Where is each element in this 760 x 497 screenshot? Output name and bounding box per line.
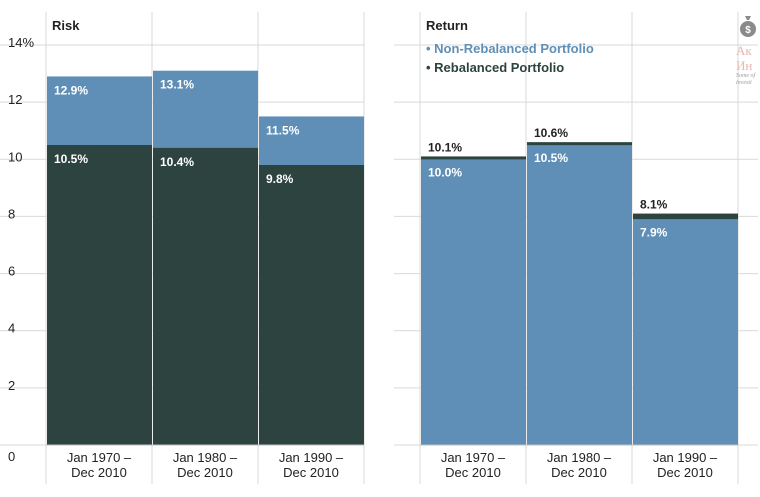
bar-rebalanced [421, 156, 526, 160]
svg-text:$: $ [745, 25, 751, 36]
chart-title: Risk [52, 18, 80, 33]
legend-item-rebalanced: • Rebalanced Portfolio [426, 60, 564, 75]
data-label-rebalanced: 10.5% [54, 152, 88, 166]
data-label-non-rebalanced: 7.9% [640, 225, 668, 239]
category-label: Jan 1980 – [547, 450, 612, 465]
watermark-sub-2: investi [736, 80, 752, 84]
bar-rebalanced [259, 165, 364, 445]
category-label: Dec 2010 [657, 465, 713, 480]
category-label: Jan 1990 – [653, 450, 718, 465]
data-label-rebalanced: 8.1% [640, 198, 668, 212]
data-label-non-rebalanced: 10.0% [428, 165, 462, 179]
data-label-rebalanced: 10.6% [534, 126, 568, 140]
watermark-line-2: Ин [736, 58, 753, 73]
y-tick-label: 2 [8, 378, 15, 393]
bar-non-rebalanced [633, 219, 738, 445]
category-label: Dec 2010 [551, 465, 607, 480]
watermark-line-1: Ак [736, 43, 752, 58]
data-label-non-rebalanced: 10.5% [534, 151, 568, 165]
bar-rebalanced [633, 213, 738, 220]
y-tick-label: 14% [8, 35, 34, 50]
bar-rebalanced [527, 142, 632, 146]
money-bag-icon: $ [740, 16, 756, 37]
category-label: Jan 1990 – [279, 450, 344, 465]
data-label-non-rebalanced: 11.5% [266, 123, 300, 137]
data-label-rebalanced: 10.1% [428, 140, 462, 154]
category-label: Dec 2010 [71, 465, 127, 480]
y-tick-label: 0 [8, 449, 15, 464]
watermark-sub-1: Some of [736, 73, 756, 79]
chart-title: Return [426, 18, 468, 33]
category-label: Jan 1970 – [67, 450, 132, 465]
y-tick-label: 8 [8, 206, 15, 221]
watermark-logo: $ Ак Ин Some of investi [736, 14, 760, 84]
y-tick-label: 10 [8, 149, 22, 164]
category-label: Dec 2010 [177, 465, 233, 480]
data-label-non-rebalanced: 12.9% [54, 83, 88, 97]
category-label: Jan 1980 – [173, 450, 238, 465]
data-label-rebalanced: 10.4% [160, 155, 194, 169]
bar-non-rebalanced [527, 145, 632, 445]
bar-rebalanced [153, 147, 258, 445]
bar-rebalanced [47, 145, 152, 445]
y-tick-label: 4 [8, 321, 15, 336]
legend-item-non-rebalanced: • Non-Rebalanced Portfolio [426, 41, 594, 56]
y-tick-label: 12 [8, 92, 22, 107]
data-label-rebalanced: 9.8% [266, 172, 294, 186]
bar-non-rebalanced [421, 159, 526, 446]
category-label: Jan 1970 – [441, 450, 506, 465]
category-label: Dec 2010 [445, 465, 501, 480]
category-label: Dec 2010 [283, 465, 339, 480]
y-tick-label: 6 [8, 264, 15, 279]
data-label-non-rebalanced: 13.1% [160, 78, 194, 92]
